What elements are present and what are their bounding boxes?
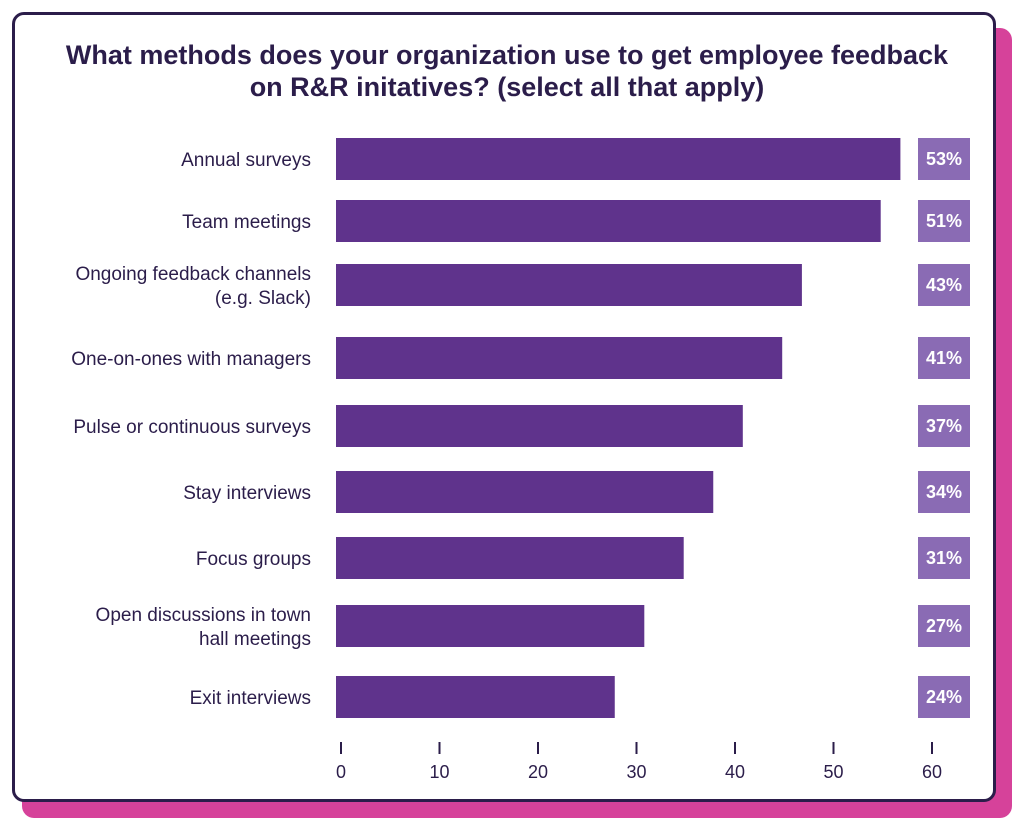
category-label-1: Annual surveys — [181, 150, 311, 171]
value-label-3: 43% — [926, 275, 962, 295]
bar-7 — [336, 537, 684, 579]
category-label-8-line-1: Open discussions in town — [96, 605, 311, 626]
value-box-7 — [918, 537, 970, 579]
category-label-2: Team meetings — [182, 212, 311, 233]
value-label-8: 27% — [926, 616, 962, 636]
value-box-4 — [918, 337, 970, 379]
x-tick-label-30: 30 — [626, 762, 646, 782]
value-label-5: 37% — [926, 416, 962, 436]
value-label-9: 24% — [926, 687, 962, 707]
x-tick-label-20: 20 — [528, 762, 548, 782]
value-box-8 — [918, 605, 970, 647]
value-box-2 — [918, 200, 970, 242]
value-box-5 — [918, 405, 970, 447]
bar-4 — [336, 337, 783, 379]
x-tick-label-60: 60 — [922, 762, 942, 782]
chart-title: What methods does your organization use … — [15, 39, 999, 103]
bar-5 — [336, 405, 743, 447]
value-label-7: 31% — [926, 548, 962, 568]
bar-2 — [336, 200, 881, 242]
bar-1 — [336, 138, 901, 180]
category-label-7: Focus groups — [196, 549, 311, 570]
bar-9 — [336, 676, 615, 718]
value-box-1 — [918, 138, 970, 180]
value-box-9 — [918, 676, 970, 718]
category-label-6: Stay interviews — [183, 483, 311, 504]
category-label-8-line-2: hall meetings — [199, 629, 311, 650]
bar-6 — [336, 471, 714, 513]
value-label-1: 53% — [926, 149, 962, 169]
value-box-3 — [918, 264, 970, 306]
x-tick-label-0: 0 — [336, 762, 346, 782]
value-box-6 — [918, 471, 970, 513]
category-label-5: Pulse or continuous surveys — [73, 417, 311, 438]
chart-title-line-1: What methods does your organization use … — [65, 40, 949, 70]
value-label-6: 34% — [926, 482, 962, 502]
chart-title-line-2: on R&R initatives? (select all that appl… — [249, 72, 765, 102]
value-label-2: 51% — [926, 211, 962, 231]
x-tick-label-40: 40 — [725, 762, 745, 782]
value-label-4: 41% — [926, 348, 962, 368]
bar-8 — [336, 605, 645, 647]
category-label-4: One-on-ones with managers — [71, 349, 311, 370]
category-label-9: Exit interviews — [190, 688, 311, 709]
bar-3 — [336, 264, 802, 306]
category-label-3-line-2: (e.g. Slack) — [215, 288, 311, 309]
x-tick-label-10: 10 — [429, 762, 449, 782]
category-label-3-line-1: Ongoing feedback channels — [75, 264, 311, 285]
x-tick-label-50: 50 — [823, 762, 843, 782]
